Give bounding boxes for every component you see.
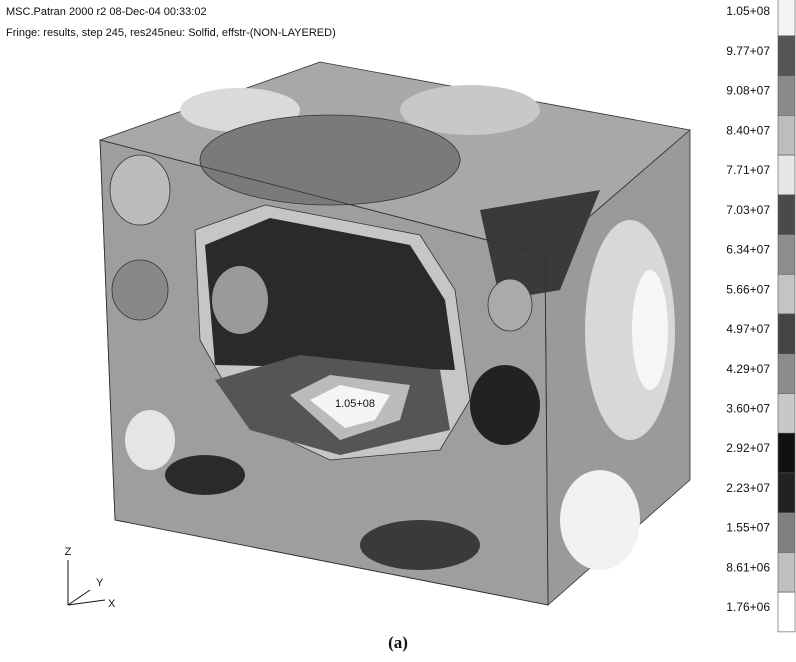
- legend-label: 4.29+07: [726, 362, 770, 376]
- legend-swatch: [777, 0, 796, 37]
- triad-z: Z: [65, 546, 72, 558]
- legend-label: 2.92+07: [726, 441, 770, 455]
- legend-label: 9.77+07: [726, 44, 770, 58]
- legend-label: 4.97+07: [726, 322, 770, 336]
- header-subtitle: Fringe: results, step 245, res245neu: So…: [6, 27, 336, 39]
- legend-label: 3.60+07: [726, 402, 770, 416]
- legend-swatch: [777, 35, 796, 76]
- legend-swatch: [777, 472, 796, 513]
- legend-label: 6.34+07: [726, 243, 770, 257]
- legend-swatch: [777, 313, 796, 355]
- header-title: MSC.Patran 2000 r2 08-Dec-04 00:33:02: [6, 6, 207, 18]
- legend-swatch: [777, 432, 796, 474]
- fe-model: [98, 61, 691, 606]
- legend-label: 1.76+06: [726, 600, 770, 614]
- legend-swatch: [777, 353, 796, 394]
- legend-label: 7.03+07: [726, 203, 770, 217]
- legend-swatch: [777, 512, 796, 553]
- legend-label: 8.40+07: [726, 123, 770, 137]
- triad: [67, 560, 106, 606]
- legend-label: 2.23+07: [726, 481, 770, 495]
- legend-label: 8.61+06: [726, 560, 770, 574]
- legend-swatch: [777, 115, 796, 156]
- legend-label: 5.66+07: [726, 282, 770, 296]
- legend-label: 7.71+07: [726, 163, 770, 177]
- triad-x: X: [108, 598, 116, 610]
- legend-swatch: [777, 273, 796, 315]
- legend-label: 9.08+07: [726, 84, 770, 98]
- legend-swatch: [777, 194, 796, 235]
- legend-swatch: [777, 591, 796, 633]
- caption: (a): [388, 633, 408, 652]
- max-label: 1.05+08: [335, 398, 375, 410]
- legend-swatch: [777, 234, 796, 275]
- legend-swatch: [777, 75, 796, 116]
- legend-swatch: [777, 393, 796, 434]
- triad-y: Y: [96, 577, 104, 589]
- legend-label: 1.05+08: [726, 4, 770, 18]
- legend-swatch: [777, 154, 796, 196]
- legend-swatch: [777, 552, 796, 593]
- legend-label: 1.55+07: [726, 521, 770, 535]
